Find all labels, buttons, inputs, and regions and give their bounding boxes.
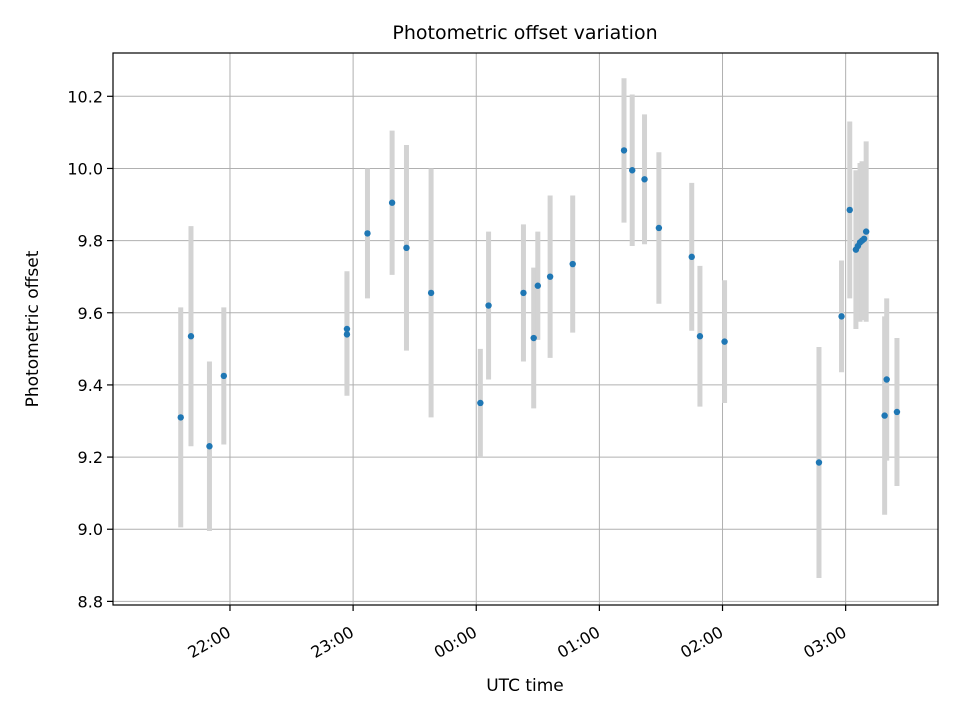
data-point — [881, 412, 888, 419]
plot-frame — [112, 52, 939, 606]
data-point — [838, 313, 845, 320]
chart-title: Photometric offset variation — [392, 22, 657, 44]
data-point — [846, 206, 853, 214]
data-point — [343, 331, 351, 338]
data-point — [860, 235, 868, 243]
data-point — [862, 228, 870, 235]
data-point — [427, 289, 435, 297]
data-point — [534, 282, 542, 289]
data-point — [569, 260, 576, 268]
data-point — [530, 334, 537, 342]
data-point — [546, 273, 554, 280]
data-point — [893, 408, 901, 416]
data-point — [629, 167, 636, 174]
data-point — [343, 325, 351, 333]
data-point — [177, 414, 184, 421]
data-point — [520, 289, 527, 297]
data-point — [364, 230, 371, 237]
y-tick-label: 10.0 — [67, 159, 103, 178]
y-tick-label: 9.2 — [78, 448, 103, 467]
y-tick-label: 8.8 — [78, 592, 103, 611]
data-point — [883, 376, 890, 383]
data-point — [641, 176, 648, 183]
data-point — [477, 399, 484, 407]
y-tick-label: 9.6 — [78, 304, 103, 323]
data-point — [403, 244, 410, 252]
data-point — [388, 199, 396, 206]
data-point — [696, 333, 704, 340]
data-point — [187, 333, 195, 340]
data-points — [177, 147, 901, 466]
y-axis-label: Photometric offset — [23, 250, 43, 407]
y-tick-label: 10.2 — [67, 87, 103, 106]
data-point — [206, 443, 213, 450]
grid — [113, 53, 938, 605]
data-point — [220, 372, 228, 380]
y-axis: 8.8 9.0 9.2 9.4 9.6 9.8 10.0 10.2 — [67, 87, 113, 611]
data-point — [721, 338, 728, 345]
y-tick-label: 9.8 — [78, 232, 103, 251]
data-point — [485, 302, 492, 309]
data-point — [620, 147, 628, 154]
data-point — [655, 224, 663, 232]
data-point — [815, 459, 823, 466]
y-tick-label: 9.4 — [78, 376, 103, 395]
data-point — [688, 253, 695, 261]
y-tick-label: 9.0 — [78, 520, 103, 539]
x-axis-label: UTC time — [486, 676, 564, 696]
